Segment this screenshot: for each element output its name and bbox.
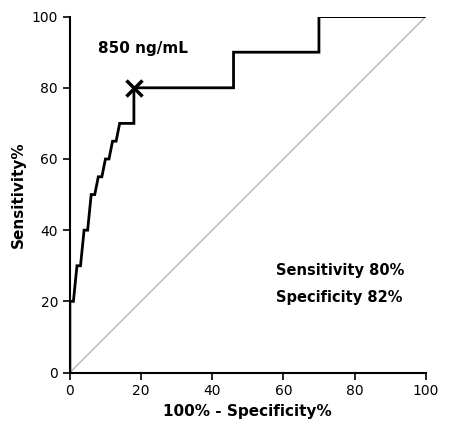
Text: 850 ng/mL: 850 ng/mL	[98, 41, 188, 56]
Y-axis label: Sensitivity%: Sensitivity%	[11, 141, 26, 248]
X-axis label: 100% - Specificity%: 100% - Specificity%	[163, 404, 332, 419]
Text: Sensitivity 80%
Specificity 82%: Sensitivity 80% Specificity 82%	[276, 263, 405, 304]
